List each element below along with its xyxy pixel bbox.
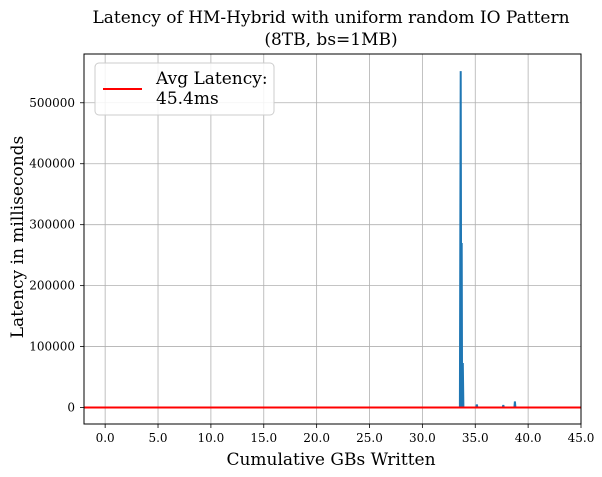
x-tick-label: 15.0 (250, 431, 277, 445)
y-tick-label: 500000 (29, 96, 75, 110)
x-tick-label: 40.0 (515, 431, 542, 445)
legend-label-avg-latency: Avg Latency: (155, 69, 268, 89)
x-tick-label: 20.0 (303, 431, 330, 445)
y-tick-label: 100000 (29, 340, 75, 354)
x-tick-label: 45.0 (568, 431, 595, 445)
plot-frame (83, 53, 582, 425)
legend-box (94, 62, 275, 116)
legend: Avg Latency: 45.4ms (94, 62, 275, 116)
series-group (84, 71, 581, 409)
x-axis-ticks: 0.0 5.0 10.0 15.0 20.0 25.0 30.0 35.0 40.0 45.0 (96, 424, 595, 445)
y-tick-label: 0 (67, 401, 75, 415)
y-axis-ticks: 0 100000 200000 300000 400000 500000 (29, 96, 84, 415)
x-tick-label: 35.0 (462, 431, 489, 445)
x-tick-label: 5.0 (148, 431, 167, 445)
chart-subtitle: (8TB, bs=1MB) (264, 30, 397, 50)
y-tick-label: 400000 (29, 157, 75, 171)
y-tick-label: 200000 (29, 279, 75, 293)
legend-label-avg-value: 45.4ms (156, 89, 219, 109)
chart-title: Latency of HM-Hybrid with uniform random… (92, 8, 569, 28)
x-tick-label: 0.0 (96, 431, 115, 445)
x-axis-label: Cumulative GBs Written (226, 450, 435, 470)
y-tick-label: 300000 (29, 218, 75, 232)
x-tick-label: 10.0 (198, 431, 225, 445)
y-axis-label: Latency in milliseconds (8, 136, 28, 339)
x-tick-label: 25.0 (356, 431, 383, 445)
latency-series-line (84, 71, 581, 409)
x-tick-label: 30.0 (409, 431, 436, 445)
